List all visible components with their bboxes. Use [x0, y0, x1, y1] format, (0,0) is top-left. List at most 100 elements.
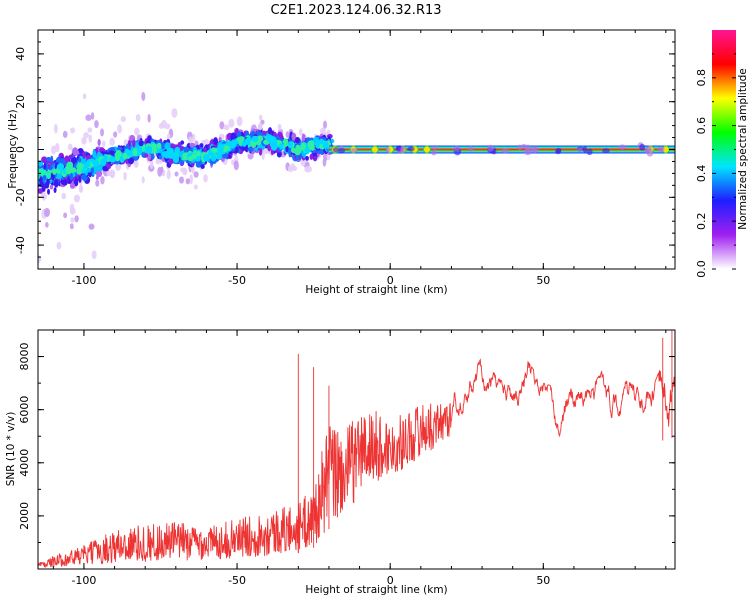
heatmap-cell	[171, 108, 178, 118]
heatmap-cell	[100, 128, 105, 137]
carrier-node	[370, 145, 379, 154]
heatmap-cell	[158, 154, 163, 160]
heatmap-cell	[88, 223, 95, 230]
heatmap-cell	[106, 170, 111, 176]
heatmap-cell	[295, 144, 301, 151]
heatmap-cell	[70, 127, 76, 134]
heatmap-cell	[122, 152, 128, 160]
heatmap-cell	[189, 142, 196, 148]
heatmap-cell	[133, 158, 139, 168]
x-tick-label: -100	[71, 574, 96, 587]
heatmap-cell	[85, 114, 92, 122]
heatmap-cell	[150, 143, 158, 150]
heatmap-cell	[257, 135, 264, 142]
spectrogram-panel: -100 -50 0 50 -40 -20 0 20 40 Height of straight …	[7, 29, 676, 296]
heatmap-cell	[277, 123, 282, 131]
heatmap-cell	[292, 165, 298, 172]
chart-title: C2E1.2023.124.06.32.R13	[270, 3, 441, 18]
heatmap-cell	[78, 157, 82, 162]
heatmap-cell	[147, 152, 152, 162]
heatmap-cell	[52, 168, 57, 175]
heatmap-cell	[555, 147, 562, 153]
heatmap-cell	[193, 171, 199, 178]
heatmap-cell	[168, 157, 174, 165]
heatmap-cell	[69, 223, 74, 230]
heatmap-cell	[82, 151, 86, 159]
heatmap-cell	[177, 141, 182, 148]
heatmap-cell	[319, 127, 326, 135]
heatmap-cell	[203, 174, 208, 183]
heatmap-cell	[322, 141, 329, 149]
snr-line	[38, 358, 675, 568]
heatmap-cell	[194, 140, 199, 146]
heatmap-cell	[94, 120, 99, 129]
heatmap-cell	[63, 212, 68, 219]
heatmap-cell	[145, 145, 153, 154]
heatmap-cell	[45, 156, 52, 162]
heatmap-cell	[174, 146, 181, 155]
heatmap-cell	[247, 147, 254, 152]
heatmap-cell	[241, 141, 247, 147]
heatmap-cell	[56, 163, 65, 171]
y-tick-label: 4000	[18, 449, 31, 477]
colorbar-label: Normalized spectral amplitude	[737, 68, 749, 229]
heatmap-cell	[299, 128, 303, 136]
heatmap-cell	[135, 113, 141, 122]
heatmap-cell	[385, 146, 390, 154]
heatmap-cell	[55, 142, 60, 153]
heatmap-cell	[62, 130, 68, 139]
heatmap-cell	[236, 136, 242, 143]
heatmap-cell	[136, 149, 143, 155]
heatmap-cell	[218, 137, 222, 142]
heatmap-cell	[285, 131, 290, 138]
y-tick-label: 2000	[18, 502, 31, 530]
heatmap-cell	[144, 153, 148, 158]
heatmap-cell	[125, 159, 129, 164]
heatmap-cell	[120, 116, 126, 123]
heatmap-cell	[100, 158, 107, 167]
heatmap-cell	[92, 149, 97, 159]
heatmap-cell	[217, 143, 224, 152]
heatmap-cell	[95, 179, 100, 187]
heatmap-cell	[221, 153, 229, 159]
heatmap-cell	[147, 113, 151, 123]
heatmap-cell	[117, 124, 123, 134]
heatmap-cell	[285, 145, 289, 153]
heatmap-cell	[287, 165, 294, 173]
colorbar-tick-label: 0.0	[695, 260, 708, 278]
heatmap-cell	[87, 127, 93, 133]
heatmap-cell	[304, 147, 310, 155]
heatmap-cell	[74, 215, 79, 223]
heatmap-cell	[44, 182, 50, 189]
heatmap-cell	[191, 153, 197, 160]
heatmap-cell	[81, 174, 87, 180]
heatmap-cell	[85, 160, 91, 168]
heatmap-cell	[132, 139, 136, 148]
colorbar-tick-label: 0.6	[695, 117, 708, 135]
heatmap-cell	[72, 149, 80, 156]
heatmap-cell	[258, 147, 263, 156]
heatmap-cell	[138, 140, 144, 147]
heatmap-cell	[294, 136, 300, 144]
heatmap-cell	[46, 172, 52, 180]
heatmap-cell	[256, 130, 262, 136]
heatmap-cell	[163, 152, 171, 159]
heatmap-cell	[431, 150, 437, 156]
heatmap-cell	[400, 145, 406, 153]
heatmap-cell	[639, 143, 646, 151]
heatmap-cell	[323, 120, 327, 129]
y-tick-label: 8000	[18, 343, 31, 371]
heatmap-cell	[523, 148, 532, 156]
heatmap-cell	[109, 137, 115, 146]
y-axis-label: Frequency (Hz)	[7, 109, 19, 188]
heatmap-cell	[332, 147, 339, 153]
heatmap-cell	[68, 154, 73, 160]
y-tick-label: -40	[14, 236, 27, 254]
heatmap-cell	[49, 184, 54, 190]
heatmap-cell	[82, 93, 87, 100]
heatmap-cell	[100, 176, 105, 185]
heatmap-cell	[60, 157, 64, 163]
heatmap-cell	[83, 132, 90, 139]
heatmap-cell	[602, 148, 610, 154]
